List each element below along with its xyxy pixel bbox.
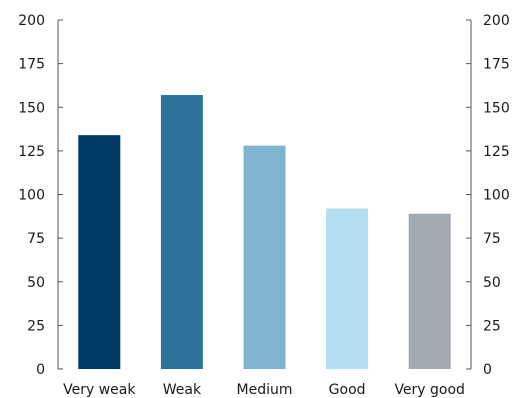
- left-tick-label: 175: [18, 57, 45, 73]
- left-tick-label: 75: [27, 231, 45, 247]
- bar: [160, 95, 203, 369]
- right-tick-label: 200: [483, 13, 510, 29]
- left-tick-label: 125: [18, 144, 45, 160]
- right-tick-label: 100: [483, 188, 510, 204]
- left-tick-label: 0: [36, 362, 45, 378]
- category-label: Weak: [163, 382, 202, 398]
- right-tick-label: 150: [483, 100, 510, 116]
- right-tick-label: 0: [483, 362, 492, 378]
- left-tick-group: 0 25 50 75 100 125 150 175 200: [18, 13, 63, 378]
- category-label: Very good: [394, 382, 465, 398]
- right-tick-label: 25: [483, 318, 501, 334]
- right-tick-label: 125: [483, 144, 510, 160]
- bar: [408, 213, 451, 369]
- right-tick-label: 75: [483, 231, 501, 247]
- left-tick-label: 50: [27, 275, 45, 291]
- bar: [326, 208, 369, 369]
- category-label: Good: [329, 382, 366, 398]
- left-tick-label: 100: [18, 188, 45, 204]
- right-tick-group: 0 25 50 75 100 125 150 175 200: [466, 13, 510, 378]
- bar: [78, 135, 121, 369]
- category-labels: Very weak Weak Medium Good Very good: [63, 382, 465, 398]
- category-label: Medium: [237, 382, 293, 398]
- left-tick-label: 25: [27, 318, 45, 334]
- bar-series: [78, 95, 451, 369]
- right-y-axis: 0 25 50 75 100 125 150 175 200: [466, 13, 510, 378]
- bar: [243, 145, 286, 369]
- left-y-axis: 0 25 50 75 100 125 150 175 200: [18, 13, 63, 378]
- left-tick-label: 150: [18, 100, 45, 116]
- right-tick-label: 175: [483, 57, 510, 73]
- category-label: Very weak: [63, 382, 136, 398]
- left-tick-label: 200: [18, 13, 45, 29]
- right-tick-label: 50: [483, 275, 501, 291]
